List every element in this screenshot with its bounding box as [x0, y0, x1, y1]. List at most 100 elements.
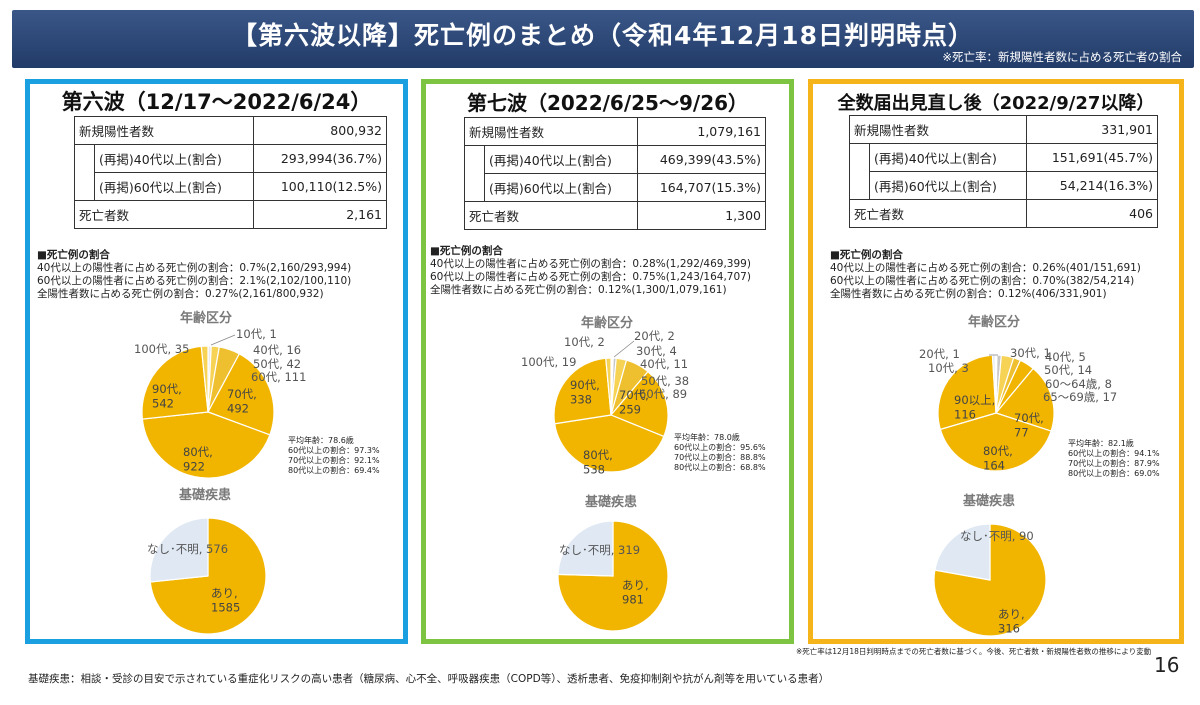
chart-title: 基礎疾患: [178, 487, 231, 503]
slice-label: 100代, 19: [521, 355, 576, 369]
deaths-value: 406: [1025, 199, 1159, 228]
stats-table: 新規陽性者数 1,079,161 (再掲)40代以上(割合) 469,399(4…: [463, 117, 766, 230]
deaths-label: 死亡者数: [849, 199, 1027, 228]
slice-label: 60～64歳, 8: [1045, 377, 1112, 391]
slice-label: 80代, 922: [183, 445, 213, 473]
slice-label: あり, 316: [998, 607, 1025, 635]
condition-pie-chart: 基礎疾患 なし･不明, 576 あり, 1585: [147, 487, 267, 635]
slice-label: 50代, 42: [253, 357, 301, 371]
slice-label: なし･不明, 319: [559, 543, 640, 557]
table-row: 新規陽性者数 800,932: [73, 116, 387, 145]
slice-label: 80代, 538: [583, 448, 613, 476]
pie-slice: [934, 523, 991, 581]
stat-line: 60代以上の割合：97.3%: [288, 445, 380, 455]
pie-slice: [937, 354, 997, 431]
table-row: 死亡者数 406: [849, 199, 1159, 228]
condition-pie-chart: 基礎疾患 なし･不明, 90 あり, 316: [933, 493, 1047, 637]
death-ratio-title: ■死亡例の割合: [430, 245, 503, 257]
over60-value: 164,707(15.3%): [637, 173, 766, 202]
slice-label: 70代, 259: [619, 388, 649, 416]
pie-slice: [939, 412, 1052, 472]
over40-value: 469,399(43.5%): [637, 145, 766, 174]
new-positive-value: 1,079,161: [637, 117, 766, 146]
death-ratio-title: ■死亡例の割合: [830, 249, 903, 261]
new-positive-value: 331,901: [1025, 115, 1159, 144]
ratio-line: 40代以上の陽性者に占める死亡例の割合：0.7%(2,160/293,994): [37, 262, 352, 274]
new-positive-label: 新規陽性者数: [849, 115, 1027, 144]
slice-label: 60代, 111: [251, 370, 306, 384]
table-row: 新規陽性者数 1,079,161: [463, 117, 766, 146]
over60-label: (再掲)60代以上(割合): [93, 172, 255, 201]
table-row: 死亡者数 2,161: [73, 200, 387, 229]
stat-line: 平均年齢：78.6歳: [288, 435, 354, 445]
over40-label: (再掲)40代以上(割合): [93, 144, 255, 173]
slice-label: 65～69歳, 17: [1043, 390, 1117, 404]
slice-label: 10代, 3: [928, 361, 969, 375]
stats-table: 新規陽性者数 800,932 (再掲)40代以上(割合) 293,994(36.…: [73, 116, 387, 229]
chart-title: 年齢区分: [581, 315, 633, 331]
ratio-line: 60代以上の陽性者に占める死亡例の割合：0.70%(382/54,214): [830, 275, 1135, 287]
table-row: 死亡者数 1,300: [463, 201, 766, 230]
pie-slice: [200, 345, 209, 413]
panel-seventh-wave: 第七波（2022/6/25～9/26） 新規陽性者数 1,079,161 (再掲…: [421, 79, 794, 644]
age-pie-chart: 年齢区分 10代, 2 20代, 2 30代, 4 40代, 11 50代, 3…: [521, 315, 766, 476]
ratio-line: 60代以上の陽性者に占める死亡例の割合：2.1%(2,102/100,110): [37, 275, 352, 287]
over60-value: 54,214(16.3%): [1025, 171, 1159, 200]
table-row: (再掲)40代以上(割合) 151,691(45.7%): [849, 143, 1159, 200]
slice-label: 50代, 38: [641, 374, 689, 388]
pie-slice: [207, 353, 275, 436]
slice-label: あり, 981: [622, 578, 649, 606]
over60-label: (再掲)60代以上(割合): [483, 173, 639, 202]
slice-label: なし･不明, 90: [960, 529, 1034, 543]
stat-line: 80代以上の割合：68.8%: [674, 462, 766, 472]
indent-cell: [74, 144, 95, 201]
pie-slice: [553, 357, 612, 425]
over40-label: (再掲)40代以上(割合): [869, 143, 1027, 172]
over40-value: 293,994(36.7%): [253, 144, 387, 173]
new-positive-value: 800,932: [253, 116, 387, 145]
indent-cell: [849, 143, 870, 200]
pie-slice: [605, 357, 612, 416]
stat-line: 70代以上の割合：88.8%: [674, 452, 766, 462]
slice-label: 10代, 2: [564, 335, 605, 349]
slice-label: 20代, 1: [919, 347, 960, 361]
chart-title: 基礎疾患: [962, 493, 1015, 509]
slice-label: 70代, 77: [1014, 411, 1044, 439]
indent-cell: [464, 145, 485, 202]
pie-slice: [557, 520, 614, 577]
stat-line: 70代以上の割合：87.9%: [1068, 458, 1160, 468]
stat-line: 80代以上の割合：69.4%: [288, 465, 380, 475]
ratio-line: 全陽性者数に占める死亡例の割合：0.27%(2,161/800,932): [37, 288, 324, 300]
slice-label: 70代, 492: [227, 387, 257, 415]
stat-line: 平均年齢：82.1歳: [1068, 438, 1134, 448]
table-row: (再掲)60代以上(割合) 54,214(16.3%): [850, 171, 1159, 200]
panel-title: 第六波（12/17～2022/6/24）: [61, 90, 372, 114]
table-row: (再掲)60代以上(割合) 100,110(12.5%): [75, 172, 387, 201]
slice-label: 100代, 35: [134, 342, 189, 356]
age-pie-chart: 年齢区分 10代, 1 40代, 16 50代, 42 60代, 111 70代…: [134, 310, 380, 479]
new-positive-label: 新規陽性者数: [73, 116, 255, 145]
age-pie-chart: 年齢区分 30代, 1 40代, 5 50代, 14 60～64歳, 8 65～…: [919, 314, 1160, 478]
page-title: 【第六波以降】死亡例のまとめ（令和4年12月18日判明時点）: [232, 21, 974, 50]
stat-line: 80代以上の割合：69.0%: [1068, 468, 1160, 478]
slice-label: 40代, 11: [640, 357, 688, 371]
slice-label: 30代, 1: [1010, 346, 1051, 360]
ratio-line: 全陽性者数に占める死亡例の割合：0.12%(1,300/1,079,161): [430, 284, 727, 296]
table-row: 新規陽性者数 331,901: [849, 115, 1159, 144]
pie-slice: [557, 520, 669, 632]
death-ratio-title: ■死亡例の割合: [37, 249, 110, 261]
leader-line: [613, 340, 635, 358]
footnote: 基礎疾患：相談・受診の目安で示されている重症化リスクの高い患者（糖尿病、心不全、…: [28, 673, 830, 685]
chart-title: 年齢区分: [180, 310, 232, 326]
over60-label: (再掲)60代以上(割合): [869, 171, 1027, 200]
deaths-value: 1,300: [637, 201, 766, 230]
panel-sixth-wave: 第六波（12/17～2022/6/24） 新規陽性者数 800,932 (再掲)…: [25, 79, 408, 644]
pie-slice: [149, 517, 209, 583]
slice-label: 10代, 1: [236, 327, 277, 341]
pie-slice: [141, 411, 271, 479]
over40-label: (再掲)40代以上(割合): [483, 145, 639, 174]
deaths-label: 死亡者数: [73, 200, 255, 229]
stat-line: 70代以上の割合：92.1%: [288, 455, 380, 465]
table-row: (再掲)40代以上(割合) 293,994(36.7%): [74, 144, 387, 201]
table-row: (再掲)40代以上(割合) 469,399(43.5%): [464, 145, 766, 202]
